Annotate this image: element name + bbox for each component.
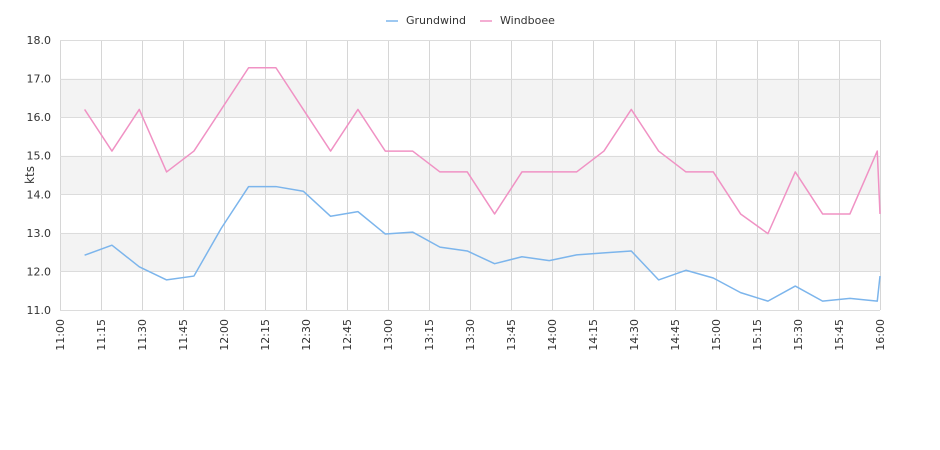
x-tick-label: 13:30 — [464, 319, 477, 351]
x-tick-label: 13:00 — [382, 319, 395, 351]
x-tick-label: 11:00 — [54, 319, 67, 351]
legend: Grundwind Windboee — [386, 14, 555, 27]
x-tick-label: 14:00 — [546, 319, 559, 351]
x-tick-label: 15:00 — [710, 319, 723, 351]
x-tick-label: 13:45 — [505, 319, 518, 351]
y-axis-title: kts — [23, 166, 37, 184]
legend-label-grundwind: Grundwind — [406, 14, 466, 27]
x-tick-label: 11:15 — [95, 319, 108, 351]
y-tick-label: 14.0 — [27, 188, 52, 201]
x-tick-label: 12:45 — [341, 319, 354, 351]
y-axis-tick-labels: 11.0 12.0 13.0 14.0 15.0 16.0 17.0 18.0 — [27, 34, 52, 317]
y-tick-label: 11.0 — [27, 304, 52, 317]
x-tick-label: 14:45 — [669, 319, 682, 351]
series-line-windboee — [83, 67, 881, 235]
x-tick-label: 13:15 — [423, 319, 436, 351]
x-tick-label: 15:15 — [751, 319, 764, 351]
y-tick-label: 17.0 — [27, 73, 52, 86]
x-tick-label: 12:15 — [259, 319, 272, 351]
vertical-grid — [60, 40, 881, 310]
y-tick-label: 15.0 — [27, 150, 52, 163]
series-line-grundwind — [84, 185, 881, 302]
x-tick-label: 15:45 — [833, 319, 846, 351]
x-tick-label: 15:30 — [792, 319, 805, 351]
x-axis-tick-labels: 11:00 11:15 11:30 11:45 12:00 12:15 12:30 12:45… — [54, 319, 887, 351]
series-lines — [83, 67, 881, 302]
y-tick-label: 18.0 — [27, 34, 52, 47]
x-tick-label: 14:15 — [587, 319, 600, 351]
legend-label-windboee: Windboee — [500, 14, 555, 27]
x-tick-label: 11:45 — [177, 319, 190, 351]
x-tick-label: 12:00 — [218, 319, 231, 351]
x-tick-label: 16:00 — [874, 319, 887, 351]
y-tick-label: 13.0 — [27, 227, 52, 240]
x-tick-label: 14:30 — [628, 319, 641, 351]
x-tick-label: 11:30 — [136, 319, 149, 351]
horizontal-grid — [60, 40, 880, 311]
y-tick-label: 16.0 — [27, 111, 52, 124]
x-tick-label: 12:30 — [300, 319, 313, 351]
y-tick-label: 12.0 — [27, 265, 52, 278]
